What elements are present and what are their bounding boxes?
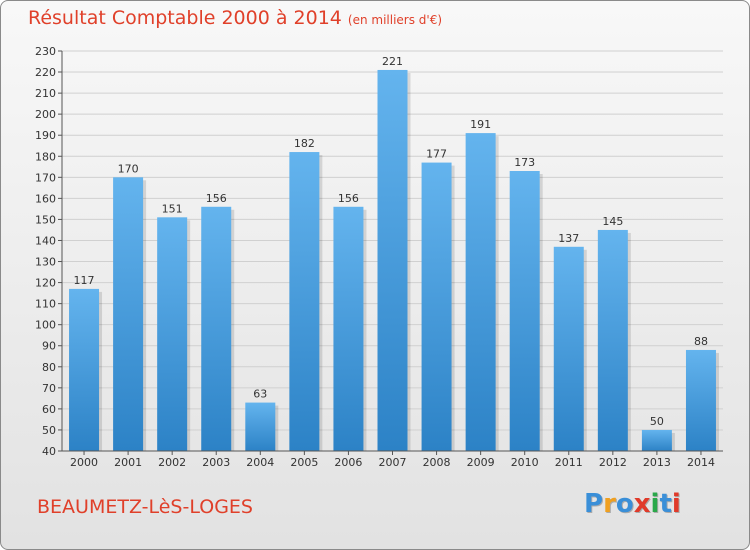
x-tick-label: 2006 [334, 456, 362, 469]
bar-2007 [377, 69, 408, 452]
x-tick-label: 2014 [687, 456, 715, 469]
bar-2001 [113, 177, 144, 451]
y-tick-label: 150 [35, 213, 56, 226]
bar-2010 [509, 171, 540, 451]
y-tick-label: 180 [35, 150, 56, 163]
y-tick-label: 130 [35, 256, 56, 269]
x-tick-label: 2000 [70, 456, 98, 469]
chart-title: Résultat Comptable 2000 à 2014 (en millie… [28, 7, 442, 29]
bar-value-label: 177 [426, 148, 447, 161]
x-tick-label: 2005 [290, 456, 318, 469]
x-tick-label: 2003 [202, 456, 230, 469]
x-tick-label: 2007 [379, 456, 407, 469]
x-tick-label: 2008 [423, 456, 451, 469]
bar-value-label: 170 [118, 162, 139, 175]
y-tick-label: 50 [42, 424, 56, 437]
bar-2013 [641, 429, 672, 451]
bar-2005 [289, 152, 320, 452]
y-tick-label: 220 [35, 66, 56, 79]
logo-letter: x [633, 489, 651, 519]
bar-2008 [421, 162, 452, 451]
y-tick-label: 70 [42, 382, 56, 395]
logo-letter: o [615, 489, 634, 519]
logo-letter: i [671, 489, 681, 519]
x-tick-label: 2002 [158, 456, 186, 469]
y-tick-label: 110 [35, 298, 56, 311]
x-tick-label: 2001 [114, 456, 142, 469]
bar-2012 [597, 229, 628, 451]
bar-value-label: 151 [162, 202, 183, 215]
bar-2000 [69, 288, 100, 451]
x-tick-label: 2010 [511, 456, 539, 469]
axes: 40 50 60 70 80 90 100 110 120 130 140 150 160 170 180 1… [35, 45, 723, 469]
x-tick-label: 2013 [643, 456, 671, 469]
bar-value-label: 221 [382, 55, 403, 68]
y-tick-label: 170 [35, 171, 56, 184]
bar-value-label: 137 [558, 232, 579, 245]
y-tick-label: 210 [35, 87, 56, 100]
y-tick-label: 40 [42, 445, 56, 458]
y-tick-label: 200 [35, 108, 56, 121]
y-tick-label: 90 [42, 340, 56, 353]
bar-value-label: 145 [602, 215, 623, 228]
bars: 117 170 151 156 63 182 156 221 177 191 173 137 145 50… [69, 55, 719, 452]
bar-value-label: 50 [650, 415, 664, 428]
logo-letter: i [650, 489, 660, 519]
bar-value-label: 63 [253, 388, 267, 401]
bar-2009 [465, 133, 496, 451]
x-tick-label: 2012 [599, 456, 627, 469]
x-tick-label: 2004 [246, 456, 274, 469]
bar-value-label: 156 [206, 192, 227, 205]
y-tick-label: 160 [35, 192, 56, 205]
bar-2002 [157, 217, 188, 451]
bar-2006 [333, 206, 364, 451]
bar-value-label: 156 [338, 192, 359, 205]
x-tick-label: 2011 [555, 456, 583, 469]
x-tick-label: 2009 [467, 456, 495, 469]
bar-value-label: 191 [470, 118, 491, 131]
bar-2003 [201, 206, 232, 451]
logo-letter: P [584, 489, 604, 519]
y-tick-label: 100 [35, 319, 56, 332]
y-tick-label: 80 [42, 361, 56, 374]
proxiti-logo: Proxiti [584, 489, 681, 519]
y-tick-label: 230 [35, 45, 56, 58]
y-tick-label: 60 [42, 403, 56, 416]
y-tick-label: 190 [35, 129, 56, 142]
bar-value-label: 117 [74, 274, 95, 287]
bar-2014 [685, 349, 716, 451]
logo-letter: r [603, 489, 616, 519]
bar-value-label: 173 [514, 156, 535, 169]
chart-title-text: Résultat Comptable 2000 à 2014 [28, 7, 342, 29]
municipality-name: BEAUMETZ-LèS-LOGES [37, 496, 253, 518]
bar-2004 [245, 402, 276, 451]
y-tick-label: 120 [35, 277, 56, 290]
bar-value-label: 182 [294, 137, 315, 150]
bar-value-label: 88 [694, 335, 708, 348]
chart-subtitle: (en milliers d'€) [347, 13, 443, 27]
y-tick-label: 140 [35, 234, 56, 247]
logo-letter: t [659, 489, 672, 519]
bar-2011 [553, 246, 584, 451]
